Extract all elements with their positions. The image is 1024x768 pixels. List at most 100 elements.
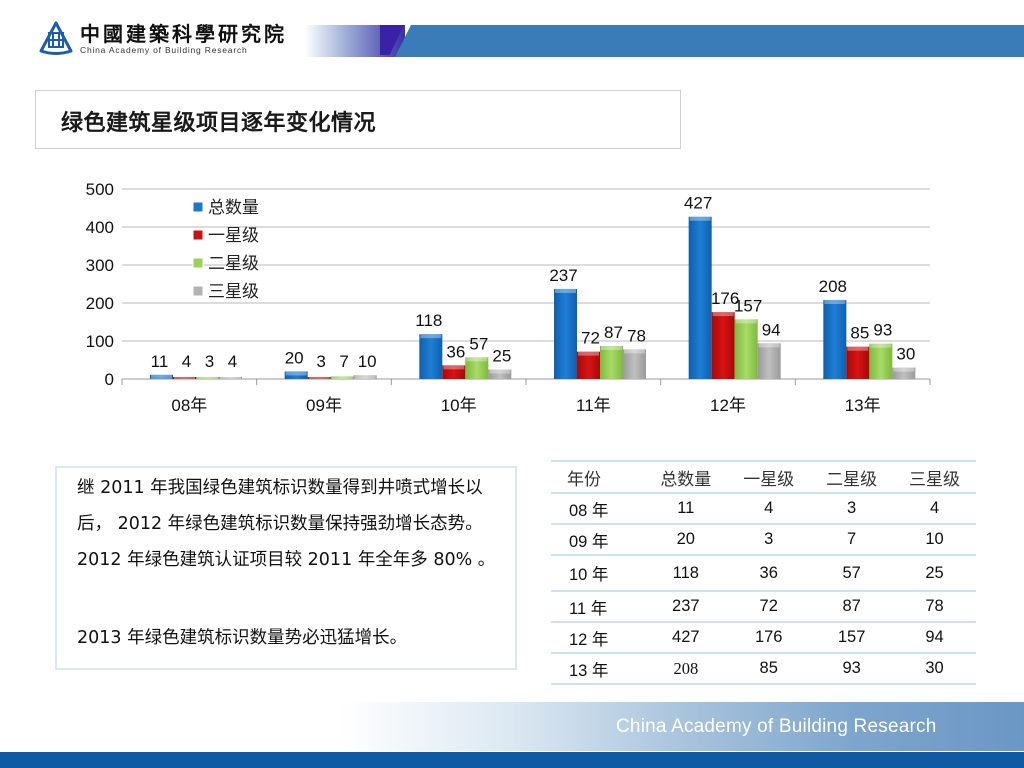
bar (465, 357, 489, 379)
table-cell: 208 (644, 653, 728, 685)
data-table: 年份 总数量 一星级 二星级 三星级 08 年 11 4 3 4 09 年 20… (551, 460, 976, 685)
x-tick-label: 11年 (576, 396, 611, 415)
x-tick-label: 12年 (710, 396, 746, 415)
table-cell: 85 (727, 653, 811, 685)
summary-paragraph-1: 继 2011 年我国绿色建筑标识数量得到井喷式增长以后， 2012 年绿色建筑标… (77, 478, 496, 570)
bar (150, 374, 173, 379)
table-row: 09 年 20 3 7 10 (551, 524, 976, 556)
table-cell: 10 年 (551, 555, 645, 592)
data-label: 30 (896, 345, 915, 364)
bar (442, 365, 466, 379)
table-cell: 25 (893, 555, 976, 592)
legend-swatch (192, 257, 204, 269)
org-name-en: China Academy of Building Research (80, 45, 248, 55)
bar (419, 334, 443, 379)
bar (353, 375, 377, 379)
table-header-year: 年份 (551, 461, 645, 494)
table-cell: 72 (727, 591, 811, 623)
data-label: 11 (151, 352, 169, 371)
bar (284, 371, 308, 379)
title-box: 绿色建筑星级项目逐年变化情况 (35, 90, 681, 149)
data-label: 93 (873, 321, 892, 340)
data-label: 157 (734, 296, 762, 315)
table-cell: 11 年 (551, 591, 645, 623)
bar (688, 216, 712, 379)
table-row: 10 年 118 36 57 25 (551, 555, 976, 592)
data-label: 87 (604, 323, 623, 342)
table-cell: 118 (644, 555, 728, 592)
bar (173, 377, 196, 379)
footer-bar (0, 752, 1024, 768)
data-label: 78 (627, 326, 646, 345)
table-cell: 4 (893, 493, 976, 525)
table-row: 08 年 11 4 3 4 (551, 493, 976, 525)
table-header-one-star: 一星级 (727, 461, 811, 494)
legend-label: 总数量 (208, 198, 259, 218)
bar (219, 377, 242, 379)
bar (577, 351, 600, 379)
table-cell: 176 (727, 622, 811, 654)
x-tick-label: 08年 (171, 396, 207, 415)
summary-text-box: 继 2011 年我国绿色建筑标识数量得到井喷式增长以后， 2012 年绿色建筑标… (55, 466, 517, 670)
bar (823, 299, 847, 379)
summary-paragraph-2: 2013 年绿色建筑标识数量势必迅猛增长。 (77, 628, 408, 648)
data-label: 3 (205, 352, 214, 371)
table-header-three-star: 三星级 (893, 461, 976, 494)
legend-label: 三星级 (208, 282, 259, 302)
data-label: 57 (469, 334, 488, 353)
table-cell: 3 (727, 524, 811, 556)
data-label: 427 (684, 194, 712, 213)
y-tick-label: 500 (86, 180, 114, 199)
data-label: 10 (358, 352, 377, 371)
bar (600, 345, 623, 379)
bar (623, 349, 646, 379)
bar (846, 346, 870, 379)
table-cell: 3 (810, 493, 894, 525)
bar (196, 377, 219, 379)
x-tick-label: 10年 (441, 396, 477, 415)
table-cell: 78 (893, 591, 976, 623)
data-label: 208 (819, 277, 847, 296)
table-cell: 87 (810, 591, 894, 623)
y-tick-label: 0 (105, 370, 114, 389)
table-cell: 36 (727, 555, 811, 592)
bar (869, 343, 893, 379)
table-cell: 20 (644, 524, 728, 556)
bar (330, 376, 354, 379)
y-axis-ticks: 0 100 200 300 400 500 (86, 180, 114, 389)
table-cell: 10 (893, 524, 976, 556)
table-header-two-star: 二星级 (810, 461, 894, 494)
y-tick-label: 200 (86, 294, 114, 313)
data-label: 176 (711, 289, 739, 308)
data-label: 85 (850, 324, 869, 343)
table-cell: 57 (810, 555, 894, 592)
bar (711, 312, 735, 379)
bar (554, 288, 577, 379)
table-cell: 427 (644, 622, 728, 654)
table-cell: 08 年 (551, 493, 645, 525)
bar-chart: 0 100 200 300 400 500 11 4 3 4 20 3 7 10 118 36 57 25 237… (86, 180, 931, 415)
x-tick-label: 13年 (845, 396, 881, 415)
table-row: 12 年 427 176 157 94 (551, 622, 976, 654)
table-cell: 93 (810, 653, 894, 685)
data-label: 25 (492, 347, 511, 366)
table-cell: 12 年 (551, 622, 645, 654)
bar (307, 377, 331, 379)
table-row: 11 年 237 72 87 78 (551, 591, 976, 623)
table-header-row: 年份 总数量 一星级 二星级 三星级 (551, 461, 976, 494)
data-label: 94 (762, 320, 781, 339)
data-label: 4 (182, 352, 191, 371)
data-label: 72 (581, 329, 600, 348)
chart-bars (150, 216, 916, 379)
legend-swatch (192, 201, 204, 213)
table-cell: 30 (893, 653, 976, 685)
data-label: 118 (415, 311, 442, 330)
table-cell: 09 年 (551, 524, 645, 556)
bar (892, 367, 916, 379)
y-tick-label: 300 (86, 256, 114, 275)
org-name-cn: 中國建築科學研究院 (80, 22, 287, 46)
bar (488, 369, 512, 379)
table-cell: 237 (644, 591, 728, 623)
